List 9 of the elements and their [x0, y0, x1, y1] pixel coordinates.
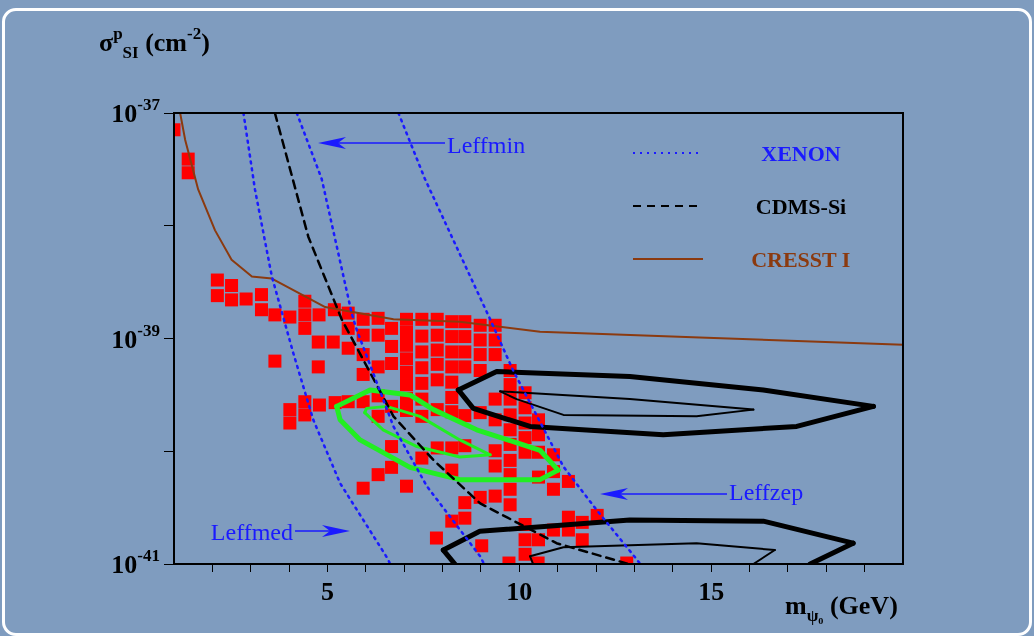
text: XENON: [761, 141, 841, 166]
annotation: Leffmin: [447, 132, 526, 158]
x-tick-label: 15: [698, 577, 725, 607]
x-tick-label: 5: [320, 577, 334, 607]
legend-label: CRESST I: [751, 247, 851, 272]
x-tick-label: 10: [506, 577, 533, 607]
annotation: Leffmed: [210, 519, 293, 545]
annotation: Leffzep: [729, 479, 804, 505]
legend-label: CDMS-Si: [755, 194, 847, 219]
